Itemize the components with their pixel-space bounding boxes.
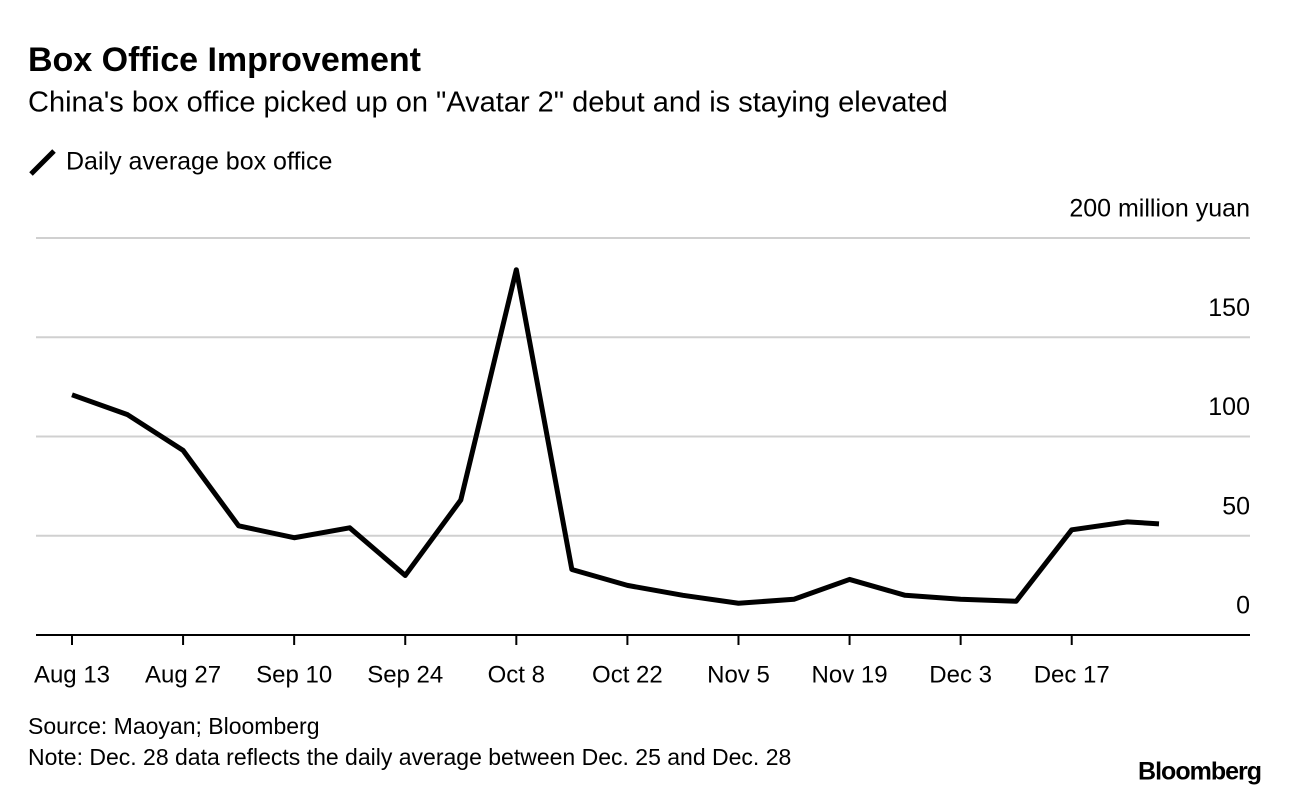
chart-subtitle: China's box office picked up on "Avatar … <box>28 87 948 119</box>
note: Note: Dec. 28 data reflects the daily av… <box>28 744 791 770</box>
x-tick-label: Dec 17 <box>1034 661 1110 688</box>
y-tick-label: 100 <box>1208 393 1250 421</box>
legend-label: Daily average box office <box>66 148 332 176</box>
source: Source: Maoyan; Bloomberg <box>28 713 320 739</box>
y-tick-label: 50 <box>1222 492 1250 520</box>
y-tick-label: 200 million yuan <box>1069 195 1250 223</box>
x-tick-label: Nov 5 <box>707 661 770 688</box>
x-tick-label: Oct 22 <box>592 661 663 688</box>
data-line <box>71 267 1160 606</box>
x-tick-label: Sep 10 <box>256 661 332 688</box>
x-tick-label: Sep 24 <box>367 661 443 688</box>
y-tick-label: 150 <box>1208 294 1250 322</box>
y-tick-label: 0 <box>1236 592 1250 620</box>
legend-swatch <box>29 149 56 176</box>
x-tick-label: Aug 13 <box>34 661 110 688</box>
x-tick-label: Oct 8 <box>488 661 545 688</box>
x-tick-label: Dec 3 <box>929 661 992 688</box>
chart-title: Box Office Improvement <box>28 41 421 79</box>
x-tick-label: Nov 19 <box>812 661 888 688</box>
brand-logo: Bloomberg <box>1138 758 1261 786</box>
x-tick-label: Aug 27 <box>145 661 221 688</box>
